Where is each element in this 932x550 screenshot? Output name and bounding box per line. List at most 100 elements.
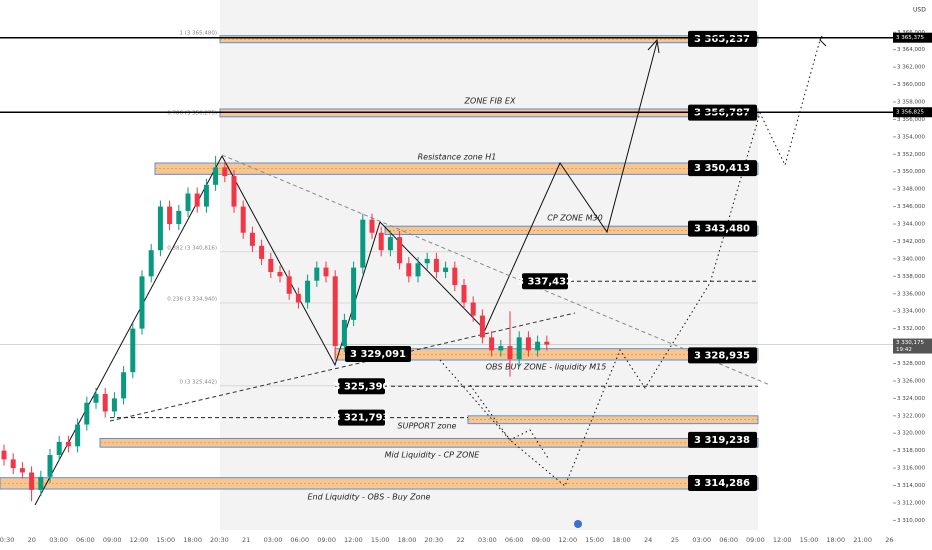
fib-label: 0.786 (3 356,275) bbox=[167, 111, 217, 117]
candle-body bbox=[387, 237, 393, 251]
x-tick-label: 03:00 bbox=[478, 536, 497, 544]
current-price-label: 3 330,175 bbox=[896, 340, 924, 346]
y-tick-label: 3 342,000 bbox=[897, 239, 925, 245]
y-tick-label: 3 328,000 bbox=[897, 361, 925, 367]
y-tick-label: 3 320,000 bbox=[897, 431, 925, 437]
candle-body bbox=[479, 315, 485, 338]
x-tick-label: 12:00 bbox=[130, 536, 149, 544]
x-tick-label: 20:30 bbox=[0, 536, 14, 544]
candle-body bbox=[351, 267, 357, 320]
y-tick-label: 3 334,000 bbox=[897, 309, 925, 315]
candle-body bbox=[286, 276, 292, 294]
candle-body bbox=[213, 167, 219, 185]
candle-body bbox=[185, 193, 191, 211]
zone-label: Mid Liquidity - CP ZONE bbox=[385, 451, 481, 460]
currency: USD bbox=[913, 7, 926, 14]
y-tick-label: 3 356,000 bbox=[897, 117, 925, 123]
candle-body bbox=[535, 341, 541, 351]
candle-body bbox=[130, 328, 136, 373]
candle-body bbox=[194, 193, 200, 207]
candle-body bbox=[516, 337, 522, 360]
y-tick-label: 3 310,000 bbox=[897, 518, 925, 524]
y-tick-label: 3 346,000 bbox=[897, 204, 925, 210]
x-tick-label: 15:00 bbox=[156, 536, 175, 544]
candle-body bbox=[295, 293, 301, 303]
x-tick-label: 18:00 bbox=[183, 536, 202, 544]
y-tick-label: 3 354,000 bbox=[897, 134, 925, 140]
x-tick-label: 18:00 bbox=[398, 536, 417, 544]
x-tick-label: 18:00 bbox=[826, 536, 845, 544]
x-tick-label: 09:00 bbox=[103, 536, 122, 544]
y-tick-label: 3 340,000 bbox=[897, 256, 925, 262]
x-tick-label: 20:30 bbox=[210, 536, 229, 544]
x-tick-label: 15:00 bbox=[800, 536, 819, 544]
price-tag bbox=[688, 475, 757, 492]
x-tick-label: 20 bbox=[28, 536, 36, 544]
candle-body bbox=[424, 258, 430, 264]
price-tag-label: 3 365,237 bbox=[694, 34, 750, 45]
dashed-trend bbox=[109, 312, 576, 422]
zone-label: ZONE FIB EX bbox=[464, 97, 516, 106]
candle-body bbox=[176, 210, 182, 225]
axis-tag-label: 3 356,825 bbox=[896, 110, 924, 116]
candle-body bbox=[461, 285, 467, 303]
candle-body bbox=[544, 341, 550, 345]
y-tick-label: 3 344,000 bbox=[897, 222, 925, 228]
y-tick-label: 3 350,000 bbox=[897, 169, 925, 175]
price-tag bbox=[688, 160, 757, 177]
current-price-tag bbox=[893, 338, 932, 354]
x-tick-label: 12:00 bbox=[558, 536, 577, 544]
x-tick-label: 22 bbox=[456, 536, 464, 544]
axis-tag-label: 3 365,375 bbox=[896, 35, 924, 41]
y-tick-label: 3 348,000 bbox=[897, 187, 925, 193]
fib-label: 0 (3 325,442) bbox=[179, 379, 217, 385]
price-tag bbox=[345, 345, 411, 362]
candle-body bbox=[360, 219, 366, 268]
candle-body bbox=[406, 263, 412, 277]
candle-body bbox=[332, 276, 338, 347]
candle-body bbox=[268, 258, 274, 272]
x-tick-label: 25 bbox=[671, 536, 679, 544]
event-flag[interactable] bbox=[574, 520, 582, 528]
y-tick-label: 3 360,000 bbox=[897, 82, 925, 88]
candle-body bbox=[47, 455, 53, 477]
y-tick-label: 3 364,000 bbox=[897, 47, 925, 53]
price-tag-label: 3 325,390 bbox=[334, 381, 390, 392]
candle-body bbox=[111, 398, 117, 412]
drawings bbox=[34, 35, 827, 506]
x-tick-label: 06:00 bbox=[505, 536, 524, 544]
x-tick-label: 20:30 bbox=[424, 536, 443, 544]
dotted-projection bbox=[439, 39, 821, 487]
x-tick-label: 03:00 bbox=[692, 536, 711, 544]
candle-body bbox=[10, 459, 16, 469]
candle-body bbox=[29, 472, 35, 490]
price-tag bbox=[688, 220, 757, 237]
candle-body bbox=[489, 337, 495, 351]
candle-body bbox=[102, 394, 108, 412]
x-tick-label: 26 bbox=[885, 536, 893, 544]
candle-body bbox=[231, 176, 237, 207]
price-tag-label: 3 350,413 bbox=[694, 163, 750, 174]
price-tag bbox=[688, 30, 757, 47]
y-tick-label: 3 352,000 bbox=[897, 152, 925, 158]
x-tick-label: 12:00 bbox=[773, 536, 792, 544]
y-tick-label: 3 314,000 bbox=[897, 483, 925, 489]
candle-body bbox=[452, 267, 458, 286]
trend-line bbox=[34, 155, 223, 506]
candle-body bbox=[433, 258, 439, 272]
candle-body bbox=[222, 167, 228, 177]
price-tag bbox=[688, 431, 757, 448]
candle-body bbox=[341, 319, 347, 347]
x-tick-label: 15:00 bbox=[371, 536, 390, 544]
candle-body bbox=[314, 267, 320, 281]
candle-body bbox=[240, 206, 246, 233]
candle-body bbox=[167, 206, 173, 225]
candle-body bbox=[507, 346, 513, 360]
y-tick-label: 3 338,000 bbox=[897, 274, 925, 280]
price-tag-label: 3 343,480 bbox=[694, 224, 750, 235]
zone-label: End Liquidity - OBS - Buy Zone bbox=[308, 493, 431, 502]
candle-body bbox=[203, 184, 209, 207]
zone-label: OBS BUY ZONE - liquidity M15 bbox=[486, 363, 607, 372]
x-tick-label: 06:00 bbox=[719, 536, 738, 544]
x-tick-label: 15:00 bbox=[585, 536, 604, 544]
